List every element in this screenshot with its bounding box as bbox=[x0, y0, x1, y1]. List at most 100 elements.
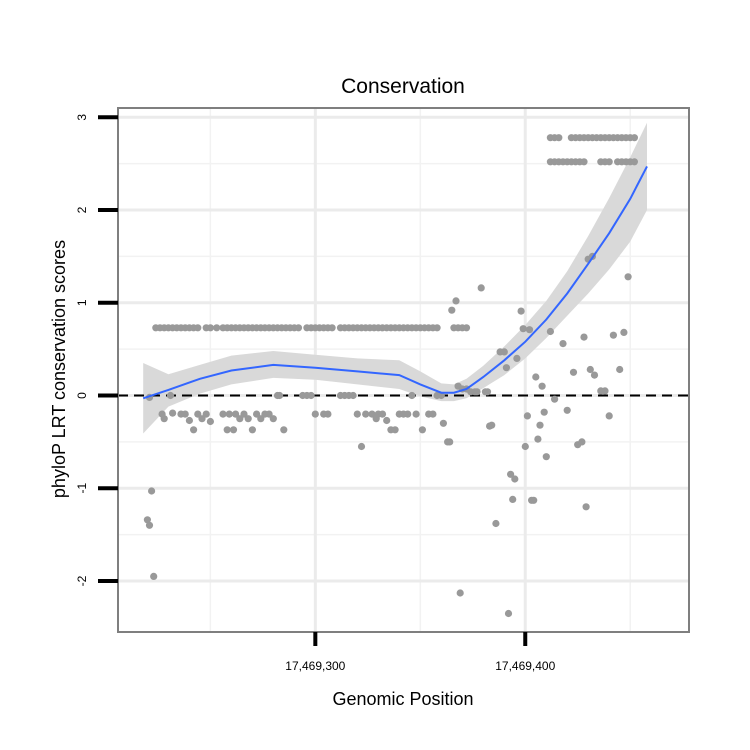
data-point bbox=[456, 589, 464, 597]
data-point bbox=[253, 410, 261, 418]
data-point bbox=[368, 410, 376, 418]
smooth-trend-line bbox=[142, 165, 648, 400]
data-point bbox=[328, 324, 336, 332]
data-point bbox=[280, 426, 288, 434]
data-point bbox=[190, 426, 198, 434]
data-point bbox=[194, 324, 202, 332]
x-axis: 17,469,300 17,469,400 bbox=[285, 632, 556, 673]
data-point bbox=[517, 307, 525, 315]
y-tick-label: 3 bbox=[75, 114, 89, 121]
y-tick-label: 1 bbox=[75, 299, 89, 306]
data-point bbox=[555, 134, 563, 142]
data-point bbox=[150, 572, 158, 581]
x-tick-label: 17,469,300 bbox=[285, 659, 345, 673]
data-point bbox=[412, 410, 420, 418]
data-point bbox=[630, 134, 639, 142]
data-point bbox=[563, 406, 571, 414]
data-point bbox=[530, 496, 538, 504]
data-point bbox=[206, 324, 214, 332]
data-point bbox=[433, 324, 441, 332]
x-tick-label: 17,469,400 bbox=[495, 659, 555, 673]
data-point bbox=[408, 391, 416, 400]
data-point bbox=[232, 410, 240, 418]
panel-border bbox=[117, 107, 690, 633]
data-point bbox=[391, 426, 399, 434]
data-point bbox=[357, 442, 366, 451]
data-point bbox=[462, 324, 471, 332]
data-point bbox=[349, 391, 357, 400]
data-point bbox=[143, 516, 151, 524]
data-point bbox=[569, 368, 578, 376]
data-point bbox=[229, 426, 238, 434]
confidence-ribbon bbox=[143, 122, 647, 434]
chart-title: Conservation bbox=[341, 75, 465, 98]
y-tick-label: -1 bbox=[75, 483, 89, 494]
data-point bbox=[166, 391, 175, 400]
data-point bbox=[509, 495, 517, 503]
data-point bbox=[383, 416, 391, 425]
data-point bbox=[202, 410, 210, 418]
data-point bbox=[536, 421, 544, 429]
data-point bbox=[616, 365, 624, 374]
data-point bbox=[418, 426, 426, 434]
data-point bbox=[504, 609, 513, 618]
data-point bbox=[311, 410, 319, 418]
data-point bbox=[559, 340, 567, 348]
data-point bbox=[265, 410, 273, 418]
data-point bbox=[546, 327, 555, 336]
data-point bbox=[446, 438, 454, 446]
data-point bbox=[580, 333, 588, 341]
y-axis-title: phyloP LRT conservation scores bbox=[49, 240, 69, 498]
y-axis: -2 -1 0 1 2 3 bbox=[75, 114, 118, 586]
data-point bbox=[532, 373, 540, 381]
data-point bbox=[601, 387, 609, 395]
data-point bbox=[582, 503, 590, 511]
data-point bbox=[353, 410, 361, 418]
data-point bbox=[519, 325, 527, 333]
data-point bbox=[502, 364, 510, 372]
data-point bbox=[213, 324, 221, 332]
data-point bbox=[534, 435, 542, 443]
data-point bbox=[483, 388, 492, 396]
data-point bbox=[624, 273, 632, 281]
data-point bbox=[248, 426, 256, 434]
data-point bbox=[477, 284, 485, 292]
data-point bbox=[225, 410, 233, 418]
data-point bbox=[294, 324, 303, 332]
data-point bbox=[160, 415, 168, 423]
data-point bbox=[362, 410, 370, 418]
data-point bbox=[244, 415, 252, 423]
data-point bbox=[236, 415, 244, 423]
data-point bbox=[145, 521, 154, 529]
data-point bbox=[542, 453, 550, 461]
data-point bbox=[194, 410, 202, 418]
data-point bbox=[307, 391, 315, 400]
data-point bbox=[586, 365, 594, 374]
data-point bbox=[257, 415, 265, 423]
data-point bbox=[223, 426, 231, 434]
data-point bbox=[525, 326, 534, 334]
data-point bbox=[580, 158, 588, 166]
data-point bbox=[500, 348, 508, 356]
data-point bbox=[578, 438, 586, 446]
data-point bbox=[488, 421, 496, 429]
data-point bbox=[439, 419, 447, 427]
y-tick-label: -2 bbox=[75, 575, 89, 586]
data-point bbox=[269, 415, 277, 423]
y-tick-label: 2 bbox=[75, 206, 89, 213]
data-point bbox=[324, 410, 332, 418]
data-point bbox=[492, 519, 500, 528]
data-point bbox=[148, 487, 156, 495]
data-point bbox=[540, 408, 548, 416]
data-point bbox=[511, 475, 519, 483]
data-point bbox=[473, 388, 481, 396]
data-point bbox=[590, 371, 599, 379]
data-point bbox=[169, 409, 177, 417]
data-point bbox=[452, 297, 460, 305]
data-point bbox=[620, 328, 628, 336]
data-point bbox=[521, 442, 529, 451]
data-point bbox=[429, 410, 437, 418]
data-point bbox=[240, 410, 248, 418]
data-point bbox=[538, 382, 546, 390]
data-point bbox=[404, 410, 412, 418]
